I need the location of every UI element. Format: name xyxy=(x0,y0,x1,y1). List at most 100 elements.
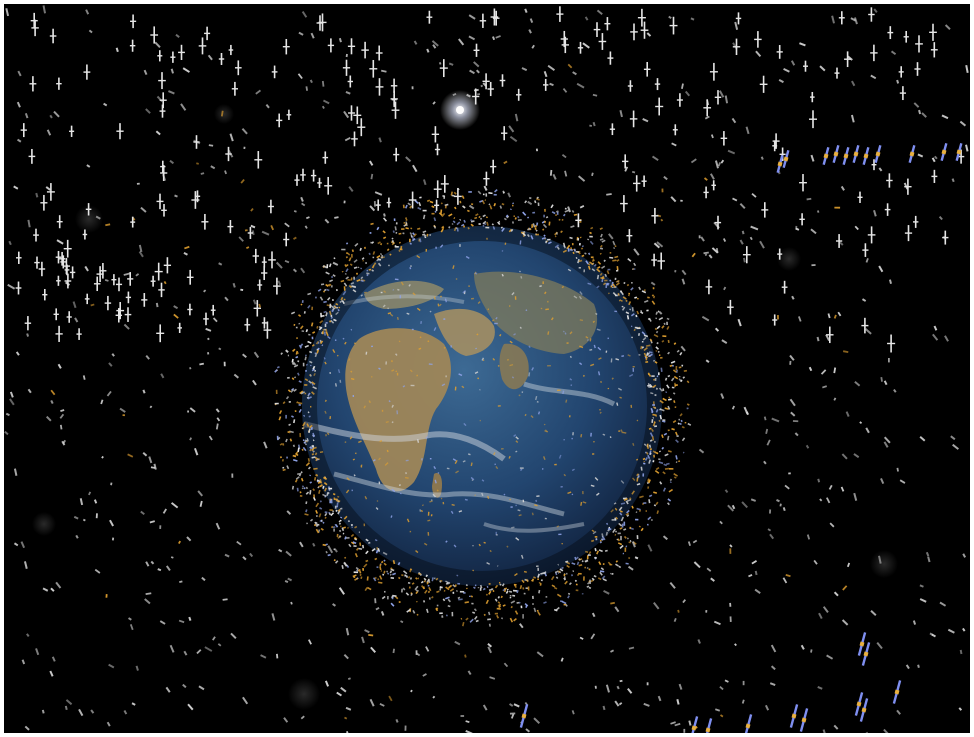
debris-fragment xyxy=(607,292,610,295)
debris-fragment xyxy=(215,522,221,530)
debris-fragment xyxy=(650,281,656,286)
debris-fragment xyxy=(951,178,955,183)
debris-fragment xyxy=(638,525,641,528)
debris-fragment xyxy=(299,433,302,438)
debris-fragment xyxy=(462,460,466,463)
debris-fragment xyxy=(805,444,810,449)
debris-fragment xyxy=(612,240,616,246)
debris-fragment xyxy=(472,569,475,572)
debris-fragment xyxy=(335,289,338,292)
satellite xyxy=(490,159,497,174)
debris-fragment xyxy=(333,257,336,260)
debris-fragment xyxy=(218,347,222,351)
debris-fragment xyxy=(140,206,147,213)
debris-fragment xyxy=(383,213,386,217)
debris-fragment xyxy=(544,429,547,432)
debris-fragment xyxy=(296,401,299,404)
debris-fragment xyxy=(819,65,826,72)
debris-fragment xyxy=(323,328,327,331)
debris-fragment xyxy=(297,372,300,376)
debris-fragment xyxy=(20,541,26,549)
debris-fragment xyxy=(509,305,511,307)
debris-fragment xyxy=(352,395,355,398)
debris-fragment xyxy=(452,591,455,594)
debris-fragment xyxy=(770,665,776,671)
debris-fragment xyxy=(464,601,469,604)
debris-fragment xyxy=(50,587,55,592)
debris-fragment xyxy=(616,258,620,262)
debris-fragment xyxy=(648,444,652,448)
debris-fragment xyxy=(517,219,522,221)
debris-fragment xyxy=(481,357,485,361)
debris-fragment xyxy=(483,613,486,617)
debris-fragment xyxy=(189,407,196,413)
debris-fragment xyxy=(578,572,582,575)
debris-fragment xyxy=(35,648,40,656)
debris-fragment xyxy=(656,510,659,514)
debris-fragment xyxy=(324,218,330,224)
debris-fragment xyxy=(536,196,539,199)
debris-fragment xyxy=(670,196,677,203)
satellite xyxy=(261,256,267,268)
geo-satellite xyxy=(799,708,809,732)
debris-fragment xyxy=(509,363,514,367)
debris-fragment xyxy=(622,296,627,300)
debris-fragment xyxy=(374,598,377,604)
debris-fragment xyxy=(873,209,877,217)
debris-fragment xyxy=(101,455,104,459)
debris-fragment xyxy=(896,709,901,715)
debris-fragment xyxy=(671,142,677,147)
satellite xyxy=(898,66,904,78)
debris-fragment xyxy=(477,377,480,380)
debris-fragment xyxy=(460,617,463,620)
debris-fragment xyxy=(344,556,347,559)
debris-fragment xyxy=(579,291,583,295)
debris-fragment xyxy=(302,421,306,427)
debris-fragment xyxy=(173,305,179,310)
debris-fragment xyxy=(587,554,591,556)
satellite xyxy=(454,187,462,205)
debris-fragment xyxy=(618,430,621,432)
debris-fragment xyxy=(572,432,574,436)
debris-fragment xyxy=(508,228,513,233)
debris-fragment xyxy=(304,378,309,382)
debris-fragment xyxy=(598,561,602,566)
debris-fragment xyxy=(435,577,439,581)
debris-fragment xyxy=(425,646,430,652)
debris-fragment xyxy=(275,261,283,269)
debris-fragment xyxy=(331,276,333,278)
debris-fragment xyxy=(330,498,333,504)
satellite xyxy=(676,93,683,107)
debris-fragment xyxy=(620,480,625,484)
debris-fragment xyxy=(182,683,187,689)
satellite xyxy=(161,204,167,217)
debris-fragment xyxy=(595,538,598,541)
debris-fragment xyxy=(353,259,358,263)
debris-fragment xyxy=(658,461,664,465)
debris-fragment xyxy=(515,440,519,444)
debris-fragment xyxy=(314,352,318,358)
debris-fragment xyxy=(390,568,395,572)
debris-fragment xyxy=(347,677,351,680)
debris-fragment xyxy=(680,419,683,423)
debris-fragment xyxy=(577,574,579,576)
debris-fragment xyxy=(536,495,540,497)
debris-fragment xyxy=(679,422,682,426)
debris-fragment xyxy=(845,411,850,417)
debris-fragment xyxy=(502,588,506,592)
debris-fragment xyxy=(515,450,518,453)
debris-fragment xyxy=(170,68,175,74)
space-scene xyxy=(4,4,970,733)
debris-fragment xyxy=(406,518,410,523)
debris-fragment xyxy=(429,310,432,313)
debris-fragment xyxy=(291,485,295,490)
debris-fragment xyxy=(959,120,967,127)
debris-fragment xyxy=(563,573,566,577)
debris-fragment xyxy=(119,407,126,413)
debris-fragment xyxy=(135,665,139,671)
debris-fragment xyxy=(555,576,559,580)
geo-satellite xyxy=(789,704,799,728)
debris-fragment xyxy=(570,225,575,229)
debris-fragment xyxy=(454,459,458,465)
debris-fragment xyxy=(261,230,270,236)
